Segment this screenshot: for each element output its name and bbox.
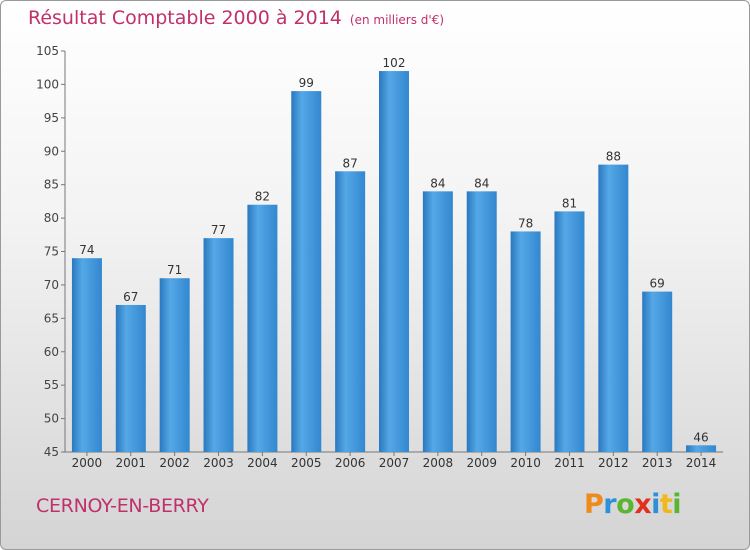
bar-value-label: 88 — [606, 150, 621, 164]
bar-value-label: 67 — [123, 290, 138, 304]
y-tick-label: 95 — [44, 111, 59, 125]
chart-unit: (en milliers d'€) — [349, 13, 445, 27]
bar-value-label: 78 — [518, 216, 533, 230]
bar — [686, 445, 717, 452]
logo-letter: P — [584, 489, 604, 520]
x-tick-label: 2009 — [466, 456, 497, 470]
bar — [642, 291, 673, 452]
bar-value-label: 84 — [430, 176, 445, 190]
bar-value-label: 74 — [79, 243, 94, 257]
y-tick-label: 85 — [44, 178, 59, 192]
bar — [291, 91, 322, 452]
y-tick-label: 55 — [44, 378, 59, 392]
bar — [247, 204, 278, 452]
y-tick-label: 50 — [44, 412, 59, 426]
bar-value-label: 102 — [383, 56, 406, 70]
y-tick-label: 90 — [44, 144, 59, 158]
bar — [422, 191, 453, 452]
bar — [115, 304, 146, 452]
x-tick-label: 2004 — [247, 456, 278, 470]
bar — [466, 191, 497, 452]
y-tick-label: 70 — [44, 278, 59, 292]
bar — [554, 211, 585, 452]
logo-letter: o — [616, 489, 635, 520]
bar-value-label: 81 — [562, 196, 577, 210]
y-tick-label: 60 — [44, 345, 59, 359]
y-tick-label: 75 — [44, 245, 59, 259]
bar — [159, 278, 190, 452]
x-tick-label: 2002 — [159, 456, 190, 470]
x-tick-label: 2005 — [291, 456, 322, 470]
commune-name: CERNOY-EN-BERRY — [36, 495, 209, 517]
x-tick-label: 2000 — [72, 456, 103, 470]
x-tick-label: 2006 — [335, 456, 366, 470]
y-tick-label: 45 — [44, 445, 59, 459]
x-tick-label: 2012 — [598, 456, 629, 470]
bar-value-label: 69 — [650, 277, 665, 291]
bar — [335, 171, 366, 453]
logo-letter: i — [651, 489, 660, 520]
proxiti-logo: Proxiti — [584, 489, 682, 520]
y-tick-label: 100 — [36, 77, 59, 91]
bar-value-label: 82 — [255, 190, 270, 204]
chart-title-text: Résultat Comptable 2000 à 2014 — [28, 7, 342, 29]
logo-letter: i — [672, 489, 682, 520]
x-tick-label: 2010 — [510, 456, 541, 470]
bar — [598, 164, 629, 452]
x-tick-label: 2003 — [203, 456, 234, 470]
bar-value-label: 87 — [342, 156, 357, 170]
x-tick-label: 2001 — [116, 456, 147, 470]
x-tick-label: 2013 — [642, 456, 673, 470]
x-tick-label: 2011 — [554, 456, 585, 470]
bar — [510, 231, 541, 452]
bar — [379, 71, 409, 453]
bar — [71, 258, 102, 452]
bar-value-label: 99 — [299, 76, 314, 90]
bar-value-label: 46 — [693, 430, 708, 444]
logo-letter: r — [603, 489, 617, 520]
x-tick-label: 2007 — [379, 456, 410, 470]
chart-title: Résultat Comptable 2000 à 2014 (en millie… — [28, 7, 444, 29]
x-tick-label: 2014 — [686, 456, 717, 470]
logo-letter: t — [659, 489, 673, 520]
bar-value-label: 77 — [211, 223, 226, 237]
y-tick-label: 65 — [44, 311, 59, 325]
bar-value-label: 71 — [167, 263, 182, 277]
logo-letter: x — [634, 489, 652, 520]
x-tick-label: 2008 — [423, 456, 454, 470]
bar — [203, 238, 234, 452]
bar-value-label: 84 — [474, 176, 489, 190]
y-tick-label: 80 — [44, 211, 59, 225]
y-tick-label: 105 — [36, 44, 59, 58]
